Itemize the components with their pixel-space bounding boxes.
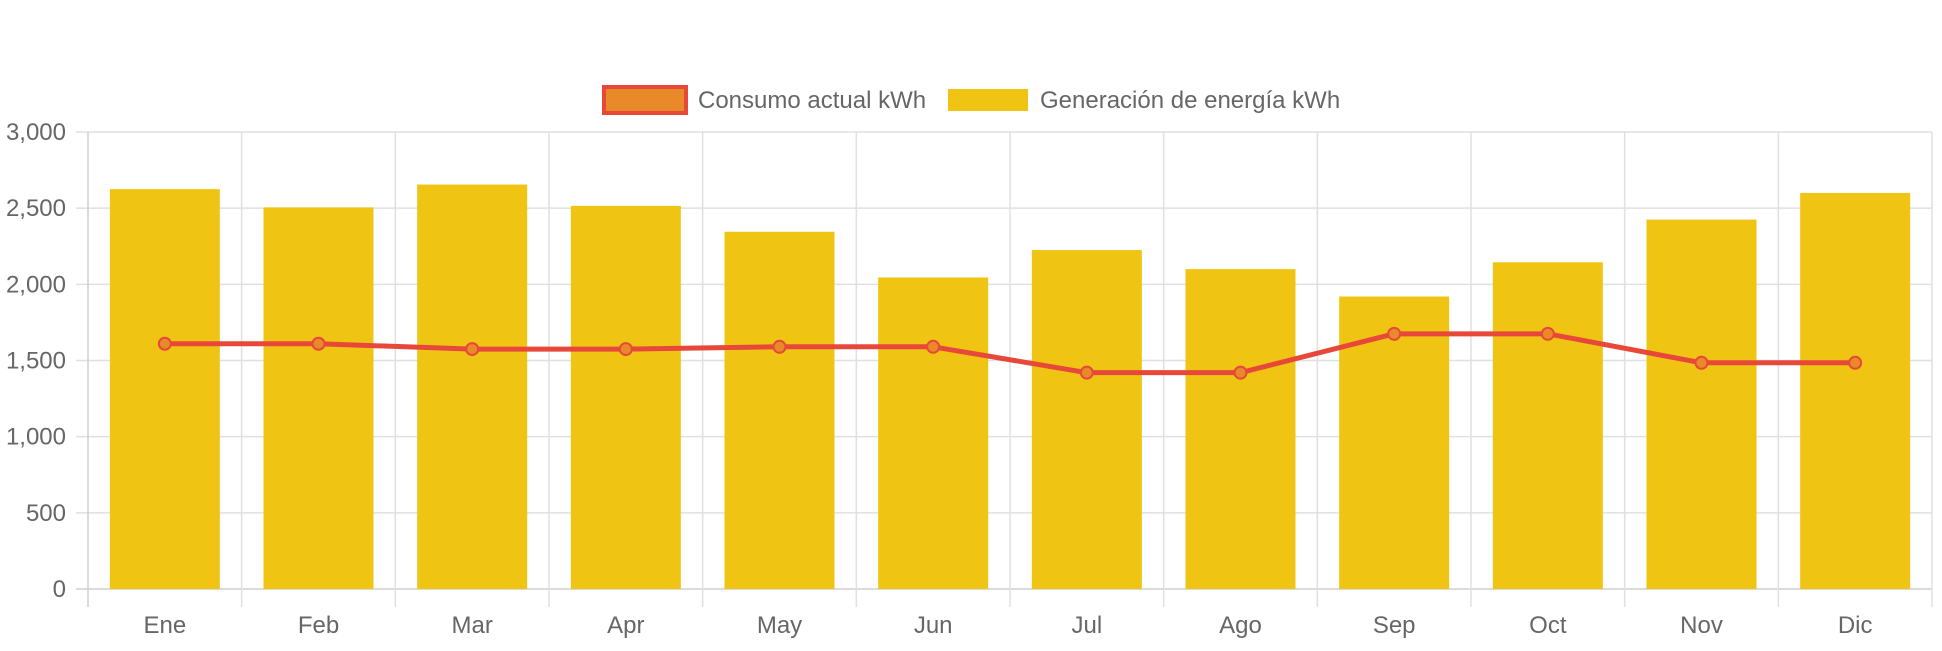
y-tick-label: 1,000 <box>6 424 66 451</box>
point-consumo-may[interactable] <box>772 339 787 354</box>
x-tick-label: May <box>757 612 802 639</box>
point-consumo-dic[interactable] <box>1848 355 1863 370</box>
bar-generacion-ene[interactable] <box>109 189 220 589</box>
point-consumo-ago[interactable] <box>1233 365 1248 380</box>
bar-generacion-feb[interactable] <box>263 207 374 589</box>
point-consumo-apr[interactable] <box>618 342 633 357</box>
point-consumo-jun[interactable] <box>926 339 941 354</box>
line-consumo[interactable] <box>164 331 1856 376</box>
y-tick-label: 2,000 <box>6 271 66 298</box>
point-consumo-oct[interactable] <box>1540 326 1555 341</box>
line-layer <box>157 326 1863 380</box>
point-consumo-jul[interactable] <box>1079 365 1094 380</box>
bar-generacion-apr[interactable] <box>570 205 681 590</box>
x-tick-label: Sep <box>1373 612 1416 639</box>
bar-generacion-jul[interactable] <box>1031 250 1142 589</box>
point-consumo-ene[interactable] <box>157 336 172 351</box>
x-tick-label: Apr <box>607 612 644 639</box>
chart-legend[interactable]: Consumo actual kWh Generación de energía… <box>602 85 1340 115</box>
legend-label-generacion[interactable]: Generación de energía kWh <box>1040 87 1340 114</box>
grid-layer <box>76 131 1933 607</box>
x-tick-label: Mar <box>451 612 492 639</box>
x-tick-label: Ago <box>1219 612 1262 639</box>
legend-swatch-consumo[interactable] <box>602 85 688 115</box>
x-tick-label: Nov <box>1680 612 1723 639</box>
legend-label-consumo[interactable]: Consumo actual kWh <box>698 87 926 114</box>
point-consumo-sep[interactable] <box>1387 326 1402 341</box>
bar-generacion-jun[interactable] <box>878 277 989 589</box>
x-tick-label: Jun <box>914 612 953 639</box>
bar-generacion-mar[interactable] <box>417 184 528 589</box>
bar-generacion-may[interactable] <box>724 231 835 590</box>
bar-generacion-ago[interactable] <box>1185 269 1296 589</box>
x-tick-label: Oct <box>1529 612 1567 639</box>
x-tick-label: Jul <box>1071 612 1102 639</box>
x-tick-label: Ene <box>143 612 186 639</box>
y-tick-label: 1,500 <box>6 348 66 375</box>
bar-generacion-oct[interactable] <box>1492 262 1603 589</box>
bar-generacion-dic[interactable] <box>1800 192 1911 589</box>
x-tick-label: Dic <box>1838 612 1873 639</box>
y-tick-label: 500 <box>26 500 66 527</box>
bars-layer <box>109 184 1911 590</box>
y-tick-label: 2,500 <box>6 195 66 222</box>
legend-swatch-generacion[interactable] <box>948 89 1028 111</box>
point-consumo-mar[interactable] <box>465 342 480 357</box>
bar-generacion-nov[interactable] <box>1646 219 1757 589</box>
axis-labels: 0 500 1,000 1,500 2,000 2,500 3,000 Ene Feb Mar Ap… <box>6 119 1873 639</box>
point-consumo-nov[interactable] <box>1694 355 1709 370</box>
y-tick-label: 3,000 <box>6 119 66 146</box>
x-tick-label: Feb <box>298 612 339 639</box>
point-consumo-feb[interactable] <box>311 336 326 351</box>
y-tick-label: 0 <box>53 576 66 603</box>
